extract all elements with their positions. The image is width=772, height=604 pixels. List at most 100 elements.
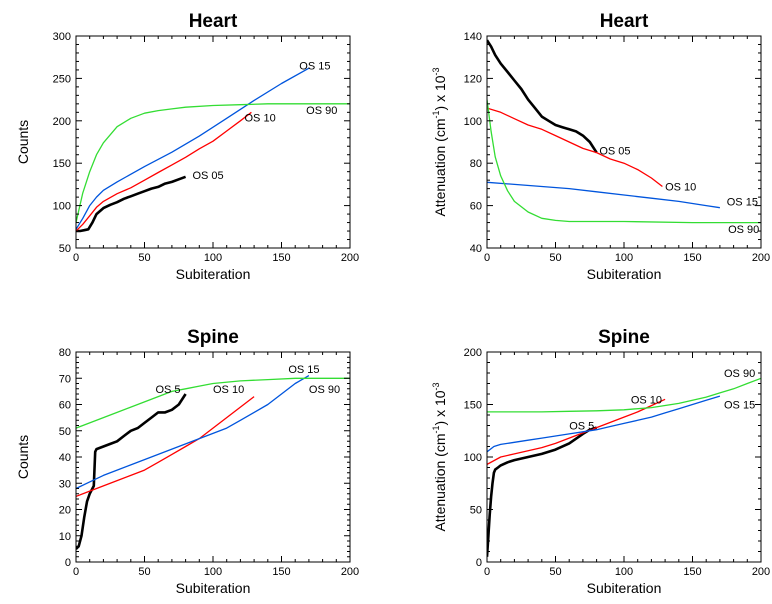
chart-title: Spine: [187, 327, 239, 348]
y-tick-label: 70: [59, 373, 71, 385]
y-axis-label-text: Counts: [15, 120, 31, 164]
y-tick-label: 300: [53, 31, 71, 43]
series-line: [487, 107, 663, 188]
y-axis-label: Counts: [15, 120, 31, 164]
x-tick-label: 50: [549, 252, 561, 264]
series-label: OS 5: [569, 421, 594, 433]
y-tick-label: 50: [59, 243, 71, 255]
series-label: OS 10: [631, 394, 662, 406]
y-axis-label: Attenuation (cm-1) x 10-3: [431, 67, 448, 216]
y-tick-label: 140: [464, 31, 482, 43]
y-axis-label-text: Counts: [15, 435, 31, 479]
y-tick-label: 200: [464, 347, 482, 359]
y-tick-label: 50: [59, 426, 71, 438]
x-tick-label: 150: [683, 566, 701, 578]
x-tick-label: 150: [272, 566, 290, 578]
y-axis-label-superscript: -3: [431, 67, 441, 75]
series-line: [487, 426, 597, 557]
series-line: [487, 395, 721, 453]
chart-panel-1: Heart 0 50 100 150 200 40 60 80 100 120 140 Subitera…: [431, 11, 770, 282]
x-tick-label: 100: [204, 566, 222, 578]
series-label: OS 5: [155, 384, 180, 396]
x-tick-label: 100: [615, 252, 633, 264]
x-tick-label: 50: [138, 252, 150, 264]
y-axis-label-superscript: -1: [431, 425, 441, 433]
chart-title: Heart: [600, 11, 649, 32]
y-tick-label: 200: [53, 116, 71, 128]
x-tick-label: 50: [138, 566, 150, 578]
y-axis-label: Attenuation (cm-1) x 10-3: [431, 382, 448, 531]
y-tick-label: 60: [470, 201, 482, 213]
x-tick-label: 0: [484, 252, 490, 264]
y-tick-label: 100: [53, 201, 71, 213]
series-line: [487, 39, 598, 154]
y-tick-label: 80: [59, 347, 71, 359]
y-tick-label: 40: [470, 243, 482, 255]
x-tick-label: 150: [683, 252, 701, 264]
x-tick-label: 0: [73, 252, 79, 264]
series-label: OS 05: [192, 170, 223, 182]
series-label: OS 15: [724, 400, 755, 412]
series-line: [487, 377, 761, 413]
series-label: OS 10: [245, 112, 276, 124]
series-label: OS 90: [724, 368, 755, 380]
plot-frame: [486, 35, 762, 249]
series-label: OS 05: [599, 145, 630, 157]
series-label: OS 90: [728, 224, 759, 236]
y-tick-label: 20: [59, 505, 71, 517]
x-axis-label: Subiteration: [176, 266, 251, 282]
x-tick-label: 100: [615, 566, 633, 578]
y-tick-label: 120: [464, 73, 482, 85]
series-line: [76, 393, 187, 550]
x-axis-label: Subiteration: [587, 266, 662, 282]
series-line: [76, 375, 310, 490]
chart-panel-2: Spine 0 50 100 150 200 0 10 20 30 40 50 60 70 80 Subite…: [15, 327, 359, 596]
series-line: [487, 99, 761, 224]
y-tick-label: 60: [59, 400, 71, 412]
y-tick-label: 10: [59, 531, 71, 543]
series-label: OS 15: [299, 61, 330, 73]
x-tick-label: 200: [752, 566, 770, 578]
series-label: OS 90: [309, 384, 340, 396]
series-line: [487, 398, 666, 465]
y-tick-label: 0: [65, 557, 71, 569]
series-label: OS 10: [665, 182, 696, 194]
series-line: [76, 377, 350, 429]
y-axis-label-superscript: -3: [431, 382, 441, 390]
y-axis-label-superscript: -1: [431, 110, 441, 118]
x-tick-label: 200: [341, 566, 359, 578]
x-tick-label: 50: [549, 566, 561, 578]
y-tick-label: 150: [53, 158, 71, 170]
chart-title: Spine: [598, 327, 650, 348]
series-line: [76, 67, 310, 230]
x-tick-label: 150: [272, 252, 290, 264]
y-tick-label: 40: [59, 452, 71, 464]
series-line: [76, 103, 350, 223]
series-label: OS 90: [306, 105, 337, 117]
x-tick-label: 200: [752, 252, 770, 264]
series-line: [487, 181, 720, 209]
series-line: [76, 111, 252, 232]
series-label: OS 10: [213, 384, 244, 396]
y-tick-label: 250: [53, 73, 71, 85]
chart-panel-3: Spine 0 50 100 150 200 0 50 100 150 200 Subiteratio…: [431, 327, 770, 596]
y-tick-label: 100: [464, 452, 482, 464]
x-tick-label: 100: [204, 252, 222, 264]
y-axis-label: Counts: [15, 435, 31, 479]
y-tick-label: 80: [470, 158, 482, 170]
y-tick-label: 50: [470, 505, 482, 517]
x-tick-label: 0: [73, 566, 79, 578]
y-axis-label-text: Attenuation (cm: [432, 118, 448, 216]
series-line: [76, 396, 255, 498]
y-axis-label-text: ) x 10: [432, 390, 448, 425]
y-axis-label-text: Attenuation (cm: [432, 433, 448, 531]
y-tick-label: 150: [464, 400, 482, 412]
x-tick-label: 0: [484, 566, 490, 578]
y-tick-label: 100: [464, 116, 482, 128]
x-tick-label: 200: [341, 252, 359, 264]
y-tick-label: 0: [476, 557, 482, 569]
series-label: OS 15: [288, 364, 319, 376]
x-axis-label: Subiteration: [587, 580, 662, 596]
